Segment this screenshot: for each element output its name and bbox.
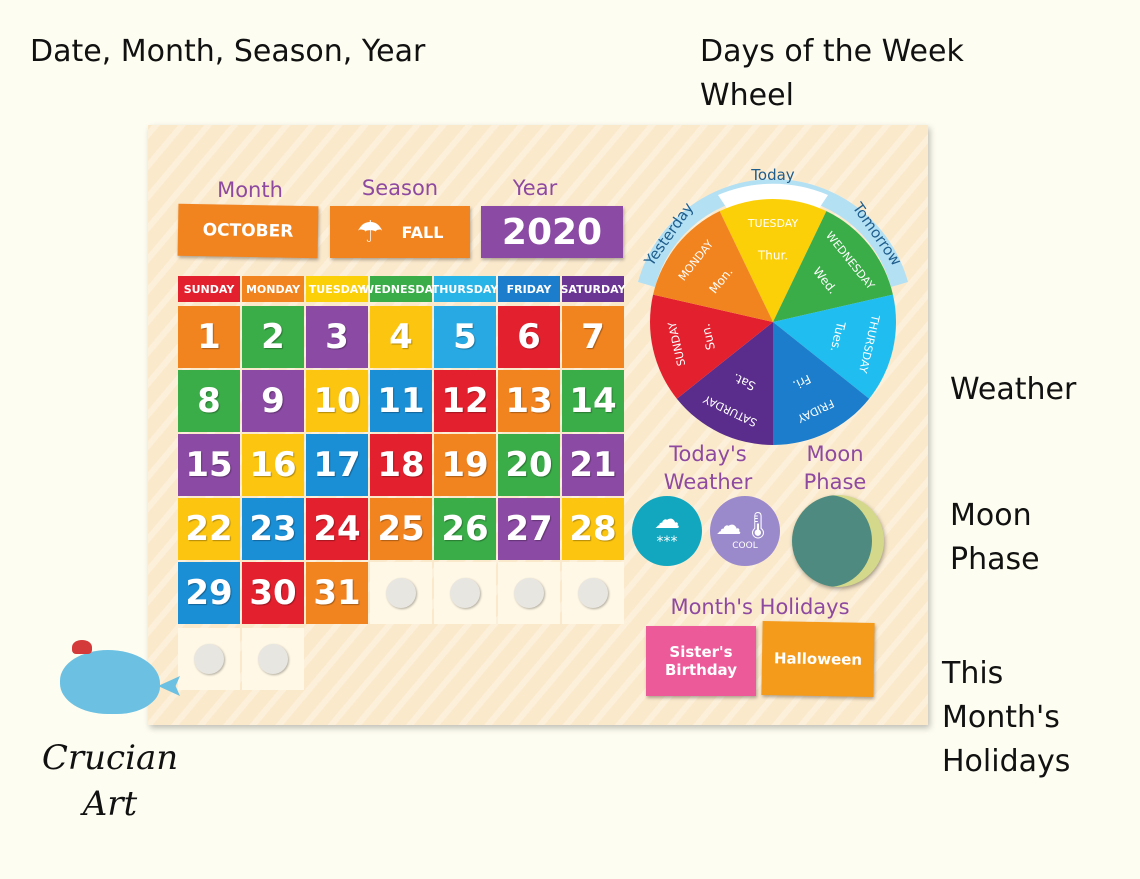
empty-slot[interactable]	[242, 628, 304, 690]
whale-illustration	[60, 640, 180, 720]
wheel-segment	[773, 294, 896, 399]
empty-slot[interactable]	[498, 562, 560, 624]
day-cell[interactable]: 17	[306, 434, 368, 496]
day-cell[interactable]: 3	[306, 306, 368, 368]
weather-label-line2: Weather	[663, 470, 753, 494]
wheel-frame	[638, 179, 908, 287]
wheel-segment	[773, 322, 870, 445]
season-value: FALL	[401, 222, 444, 242]
day-cell[interactable]: 12	[434, 370, 496, 432]
day-cell[interactable]: 11	[370, 370, 432, 432]
year-label: Year	[512, 176, 558, 200]
annotation-wheel: Days of the Week Wheel	[700, 34, 964, 113]
velcro-dot	[578, 578, 608, 608]
day-cell[interactable]: 15	[178, 434, 240, 496]
day-cell[interactable]: 13	[498, 370, 560, 432]
season-card: ☂ FALL	[330, 206, 470, 258]
day-cell[interactable]: 28	[562, 498, 624, 560]
empty-slot[interactable]	[370, 562, 432, 624]
day-cell[interactable]: 20	[498, 434, 560, 496]
wheel-abbr-label: Sun.	[698, 322, 718, 351]
month-card: OCTOBER	[177, 203, 319, 259]
month-label: Month	[217, 178, 283, 202]
day-cell[interactable]: 10	[306, 370, 368, 432]
day-cell[interactable]: 7	[562, 306, 624, 368]
weekday-header: THURSDAY	[432, 276, 498, 302]
velcro-dot	[386, 578, 416, 608]
wheel-segment	[676, 322, 773, 445]
day-cell[interactable]: 1	[178, 306, 240, 368]
weekday-header: SUNDAY	[178, 276, 240, 302]
weekday-header: SATURDAY	[560, 276, 626, 302]
day-cell[interactable]: 18	[370, 434, 432, 496]
umbrella-icon: ☂	[356, 214, 384, 250]
empty-slot[interactable]	[562, 562, 624, 624]
wheel-segment	[719, 199, 827, 322]
day-cell[interactable]: 2	[242, 306, 304, 368]
weekday-header: MONDAY	[242, 276, 304, 302]
day-cell[interactable]: 16	[242, 434, 304, 496]
annotation-moon: Moon Phase	[950, 498, 1040, 577]
moon-label-line1: Moon	[806, 442, 864, 466]
empty-slot[interactable]	[434, 562, 496, 624]
velcro-dot	[514, 578, 544, 608]
empty-slot[interactable]	[178, 628, 240, 690]
velcro-dot	[194, 644, 224, 674]
day-cell[interactable]: 19	[434, 434, 496, 496]
day-cell[interactable]: 22	[178, 498, 240, 560]
day-cell[interactable]: 25	[370, 498, 432, 560]
snow-cloud-icon: ☁ ***	[632, 496, 702, 566]
wheel-abbr-label: Thur.	[757, 249, 788, 263]
holiday-card: Sister's Birthday	[646, 626, 756, 696]
day-cell[interactable]: 31	[306, 562, 368, 624]
velcro-dot	[450, 578, 480, 608]
day-cell[interactable]: 21	[562, 434, 624, 496]
weekday-header: FRIDAY	[498, 276, 560, 302]
day-cell[interactable]: 4	[370, 306, 432, 368]
day-cell[interactable]: 5	[434, 306, 496, 368]
today-label: Today	[750, 166, 795, 184]
moon-phase-icon	[792, 495, 884, 587]
weather-label: Today's Weather	[648, 440, 768, 496]
weekday-header: WEDNESDAY	[362, 276, 440, 302]
moon-label: Moon Phase	[790, 440, 880, 496]
day-cell[interactable]: 30	[242, 562, 304, 624]
holidays-label: Month's Holidays	[670, 595, 850, 619]
day-cell[interactable]: 27	[498, 498, 560, 560]
day-cell[interactable]: 26	[434, 498, 496, 560]
annotation-date: Date, Month, Season, Year	[30, 34, 426, 69]
day-cell[interactable]: 29	[178, 562, 240, 624]
day-cell[interactable]: 24	[306, 498, 368, 560]
day-cell[interactable]: 9	[242, 370, 304, 432]
annotation-holidays: This Month's Holidays	[942, 656, 1071, 779]
brand-logo: Crucian Art	[41, 738, 179, 824]
wheel-abbr-label: Tues.	[828, 319, 849, 353]
thermometer-cloud-icon: ☁🌡 COOL	[710, 496, 780, 566]
weather-label-line1: Today's	[669, 442, 747, 466]
weekday-header: TUESDAY	[306, 276, 368, 302]
day-cell[interactable]: 8	[178, 370, 240, 432]
holiday-card: Halloween	[761, 621, 875, 697]
wheel-segment	[773, 211, 893, 322]
moon-label-line2: Phase	[803, 470, 867, 494]
annotation-weather: Weather	[950, 372, 1077, 407]
day-cell[interactable]: 23	[242, 498, 304, 560]
year-card: 2020	[481, 206, 623, 258]
wheel-day-label: TUESDAY	[747, 217, 799, 230]
day-cell[interactable]: 6	[498, 306, 560, 368]
wheel-segment	[653, 211, 773, 322]
season-label: Season	[361, 176, 439, 200]
wheel-segment	[650, 294, 773, 399]
velcro-dot	[258, 644, 288, 674]
day-cell[interactable]: 14	[562, 370, 624, 432]
weather-temp: COOL	[732, 541, 758, 551]
